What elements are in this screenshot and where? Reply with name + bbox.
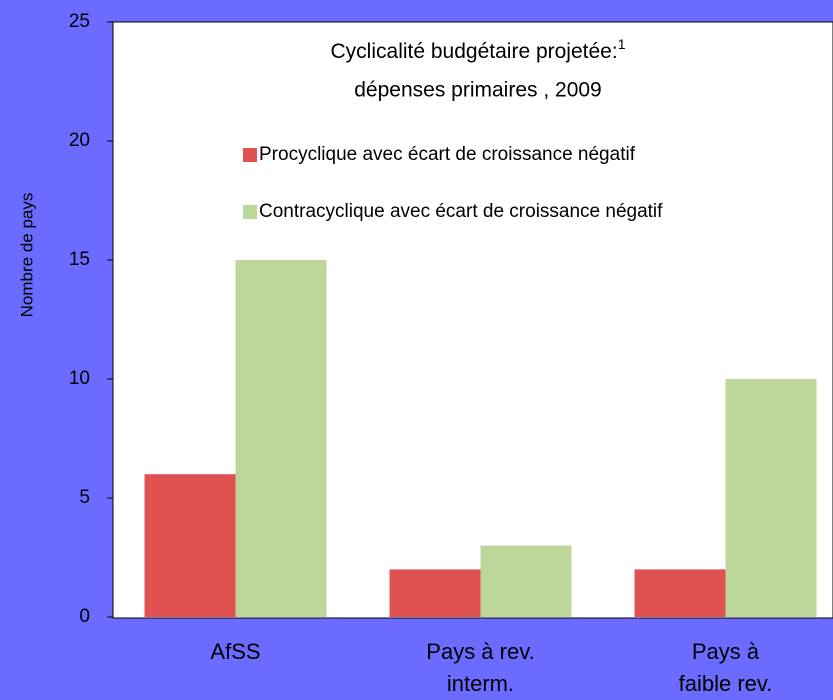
x-tick-line: interm. bbox=[447, 671, 514, 696]
x-tick-label: Pays à rev. interm. bbox=[426, 639, 534, 696]
y-axis-label: Nombre de pays bbox=[17, 193, 36, 318]
bar bbox=[235, 260, 327, 617]
y-tick-label: 20 bbox=[69, 130, 90, 151]
y-tick-label: 25 bbox=[69, 11, 90, 32]
legend-label: Contracyclique avec écart de croissance … bbox=[259, 201, 663, 222]
title-text: Cyclicalité budgétaire projetée: bbox=[331, 40, 618, 63]
title-superscript: 1 bbox=[618, 36, 626, 52]
bar bbox=[480, 545, 572, 617]
bar bbox=[389, 569, 481, 617]
bar bbox=[725, 379, 817, 617]
legend-label: Procyclique avec écart de croissance nég… bbox=[259, 144, 636, 165]
x-tick-label: AfSS bbox=[210, 639, 260, 664]
bar bbox=[144, 474, 236, 617]
x-tick-line: Pays à bbox=[692, 639, 760, 664]
x-tick-label: Pays à faible rev. bbox=[679, 639, 773, 696]
x-tick-line: AfSS bbox=[210, 639, 260, 664]
legend-swatch bbox=[243, 148, 257, 162]
y-tick-label: 0 bbox=[79, 606, 90, 627]
x-tick-line: Pays à rev. bbox=[426, 639, 534, 664]
chart-subtitle: dépenses primaires , 2009 bbox=[354, 79, 601, 102]
bars bbox=[144, 260, 817, 617]
bar bbox=[634, 569, 726, 617]
x-tick-line: faible rev. bbox=[679, 671, 773, 696]
y-tick-label: 15 bbox=[69, 249, 90, 270]
chart-title: Cyclicalité budgétaire projetée:1 bbox=[331, 36, 626, 63]
legend-swatch bbox=[243, 205, 257, 219]
y-tick-label: 10 bbox=[69, 368, 90, 389]
y-tick-label: 5 bbox=[79, 487, 90, 508]
